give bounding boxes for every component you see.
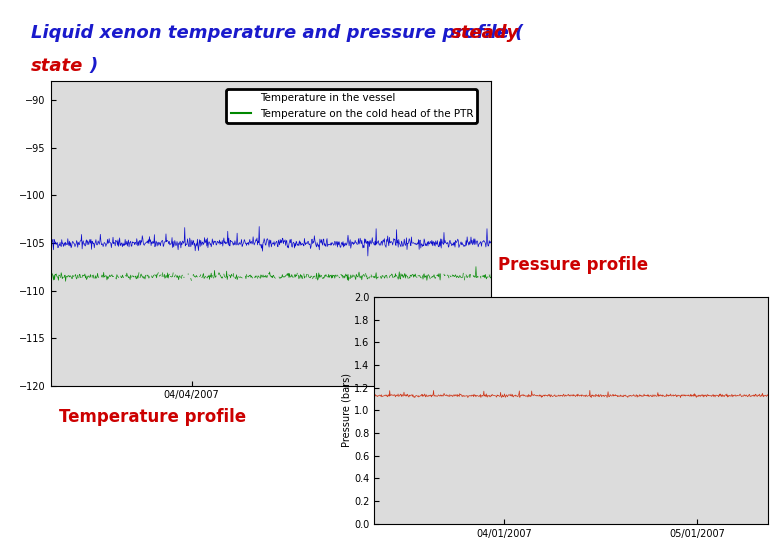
Text: Liquid xenon temperature and pressure profile (: Liquid xenon temperature and pressure pr… [31, 24, 523, 42]
Text: steady: steady [451, 24, 519, 42]
Legend: Temperature in the vessel, Temperature on the cold head of the PTR: Temperature in the vessel, Temperature o… [226, 89, 477, 123]
Text: Pressure profile: Pressure profile [498, 256, 648, 274]
Text: ): ) [90, 57, 98, 75]
Text: Temperature profile: Temperature profile [58, 408, 246, 426]
Y-axis label: Pressure (bars): Pressure (bars) [342, 373, 351, 448]
Text: state: state [31, 57, 83, 75]
